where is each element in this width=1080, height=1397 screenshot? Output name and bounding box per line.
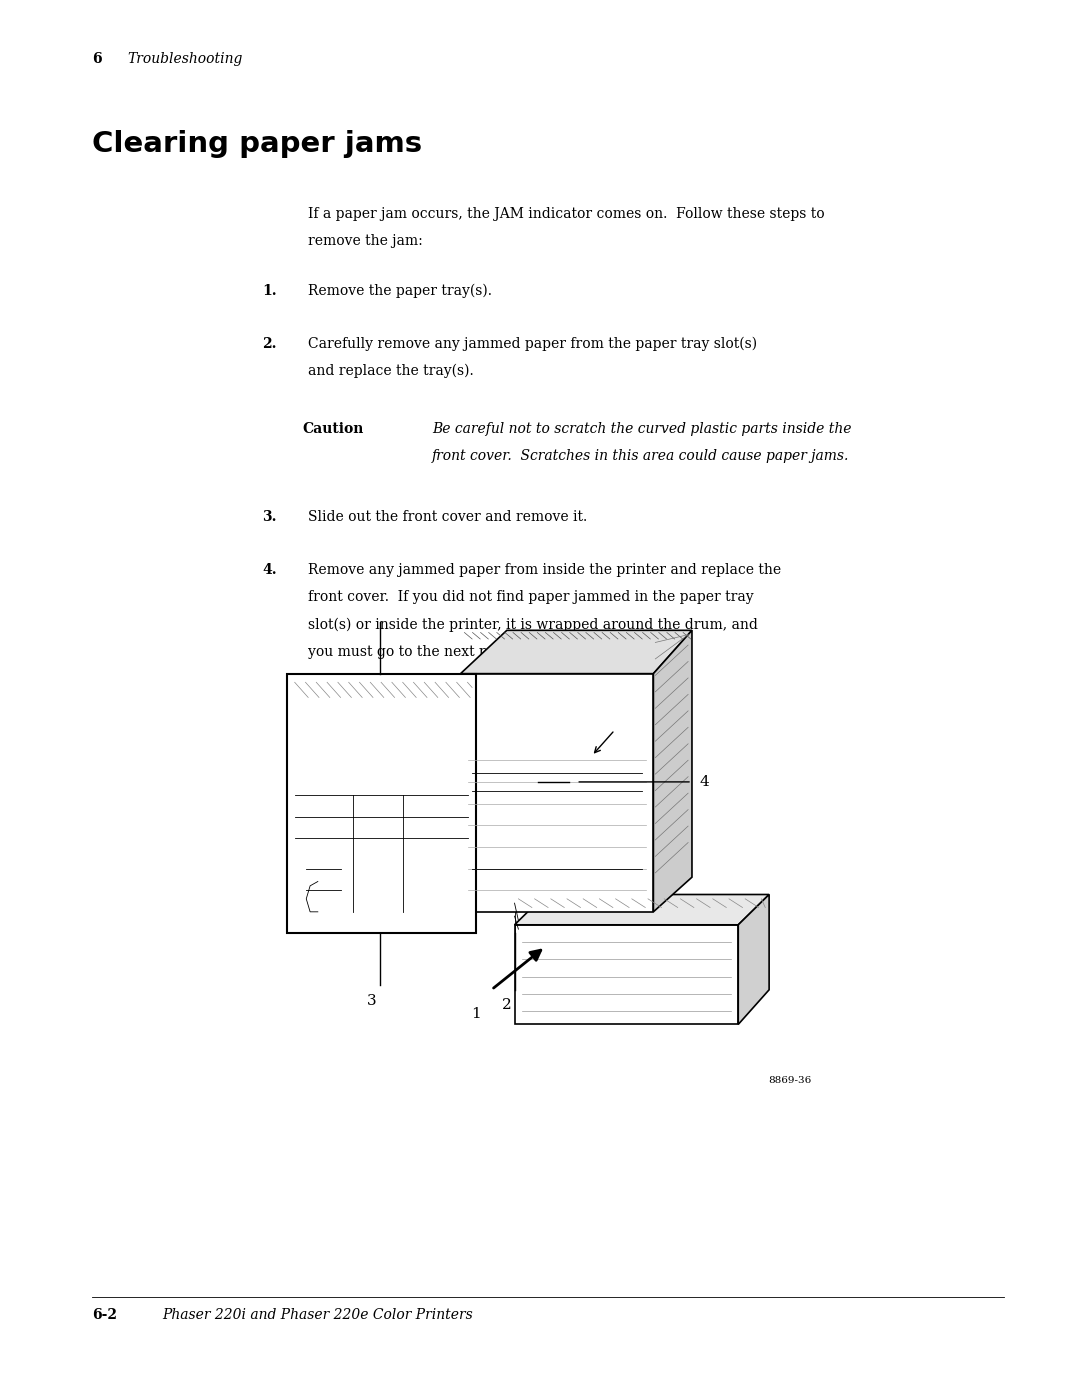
Text: 8869-36: 8869-36 <box>768 1076 811 1085</box>
Text: Troubleshooting: Troubleshooting <box>127 52 243 66</box>
Text: slot(s) or inside the printer, it is wrapped around the drum, and: slot(s) or inside the printer, it is wra… <box>308 617 758 631</box>
Text: 2.: 2. <box>262 337 276 351</box>
Text: Be careful not to scratch the curved plastic parts inside the: Be careful not to scratch the curved pla… <box>432 422 851 436</box>
Text: front cover.  If you did not find paper jammed in the paper tray: front cover. If you did not find paper j… <box>308 591 754 605</box>
Text: Carefully remove any jammed paper from the paper tray slot(s): Carefully remove any jammed paper from t… <box>308 337 757 351</box>
Text: Phaser 220i and Phaser 220e Color Printers: Phaser 220i and Phaser 220e Color Printe… <box>162 1308 473 1323</box>
Polygon shape <box>739 894 769 1024</box>
Text: Clearing paper jams: Clearing paper jams <box>92 130 422 158</box>
Text: 3.: 3. <box>262 510 276 524</box>
Text: Slide out the front cover and remove it.: Slide out the front cover and remove it. <box>308 510 588 524</box>
Text: 4: 4 <box>700 775 710 789</box>
Text: remove the jam:: remove the jam: <box>308 233 422 249</box>
Text: Remove the paper tray(s).: Remove the paper tray(s). <box>308 284 491 298</box>
Polygon shape <box>460 673 653 912</box>
Polygon shape <box>460 630 692 673</box>
Polygon shape <box>514 894 769 925</box>
Text: 6-2: 6-2 <box>92 1308 117 1323</box>
Text: you must go to the next procedure  .: you must go to the next procedure . <box>308 645 565 659</box>
Text: Remove any jammed paper from inside the printer and replace the: Remove any jammed paper from inside the … <box>308 563 781 577</box>
Text: 1: 1 <box>471 1007 481 1021</box>
Text: If a paper jam occurs, the JAM indicator comes on.  Follow these steps to: If a paper jam occurs, the JAM indicator… <box>308 207 824 221</box>
Text: 4.: 4. <box>262 563 278 577</box>
Polygon shape <box>653 630 692 912</box>
Text: Caution: Caution <box>302 422 364 436</box>
Text: 1.: 1. <box>262 284 278 298</box>
Polygon shape <box>287 673 476 933</box>
Text: and replace the tray(s).: and replace the tray(s). <box>308 365 473 379</box>
Text: 2: 2 <box>502 999 512 1013</box>
Text: front cover.  Scratches in this area could cause paper jams.: front cover. Scratches in this area coul… <box>432 450 849 464</box>
Text: 6: 6 <box>92 52 102 66</box>
Text: 3: 3 <box>367 995 377 1009</box>
Polygon shape <box>514 925 739 1024</box>
